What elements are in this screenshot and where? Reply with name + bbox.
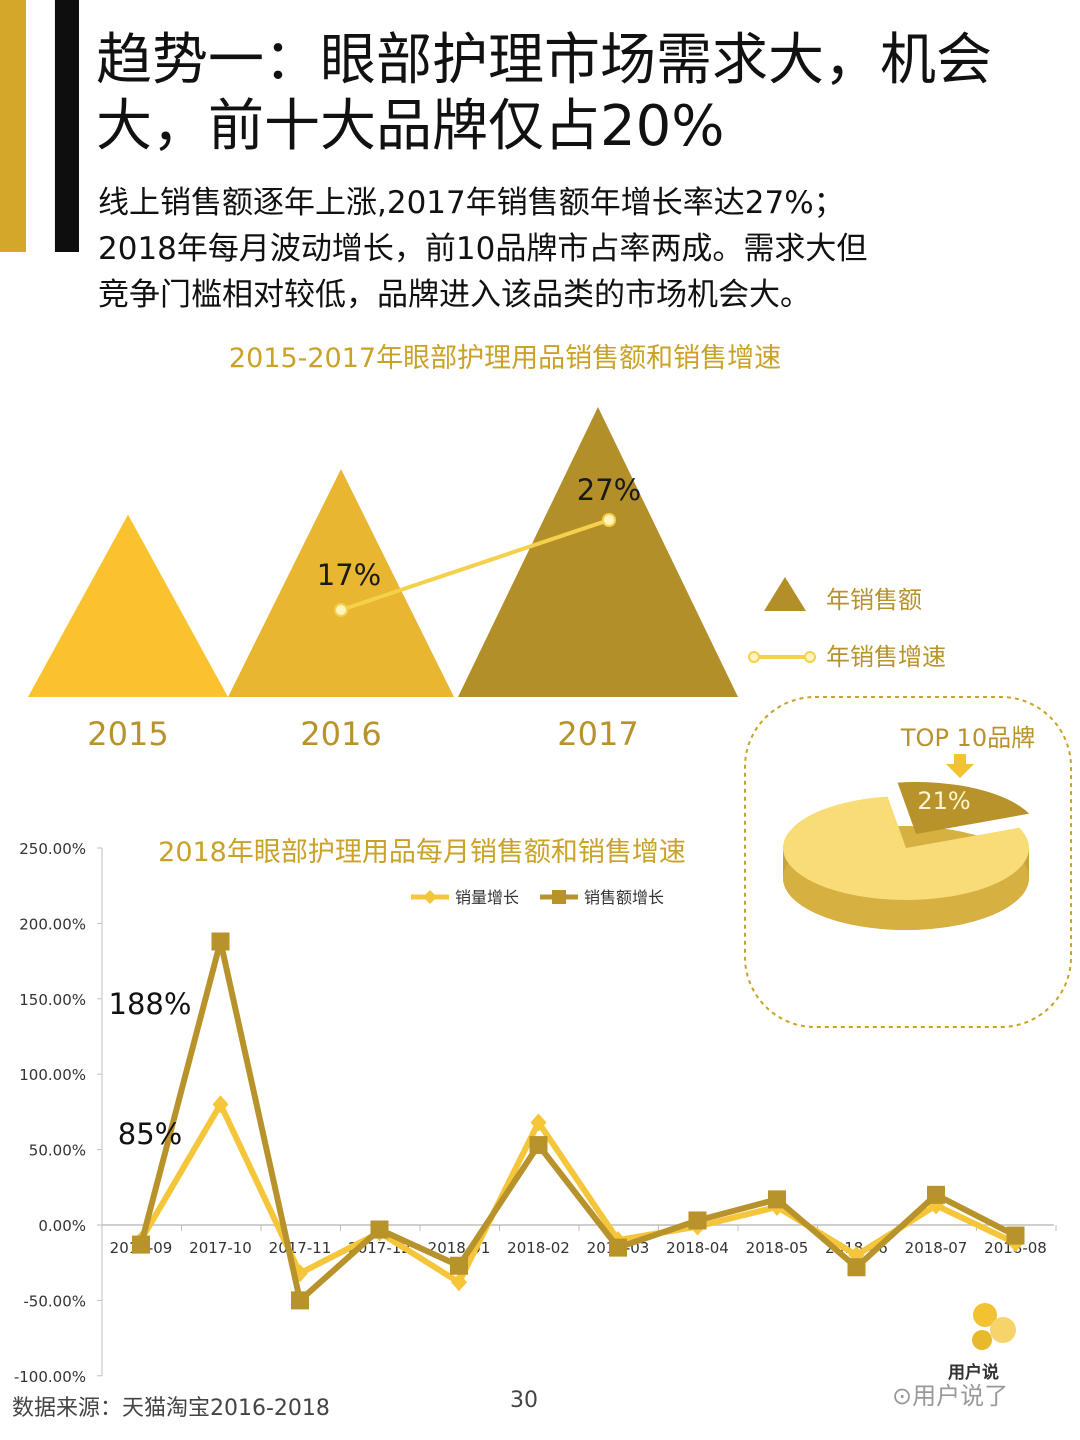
title-line-1: 趋势一：眼部护理市场需求大，机会 bbox=[96, 28, 992, 93]
sales-marker-2017-12 bbox=[370, 1220, 389, 1239]
accent-bar-white bbox=[26, 0, 55, 252]
legend-sales-label: 年销售额 bbox=[826, 586, 922, 614]
annotation-85: 85% bbox=[118, 1117, 182, 1151]
watermark-text: 用户说了 bbox=[912, 1382, 1009, 1410]
sales-marker-2017-09 bbox=[132, 1235, 150, 1254]
annual-chart-title: 2015-2017年眼部护理用品销售额和销售增速 bbox=[228, 343, 782, 374]
legend-growth-label: 年销售增速 bbox=[826, 643, 946, 671]
sales-marker-2018-02 bbox=[529, 1136, 548, 1155]
y-tick-label: -50.00% bbox=[23, 1292, 86, 1310]
y-tick-label: 200.00% bbox=[19, 915, 86, 933]
year-label-2015: 2015 bbox=[87, 715, 168, 753]
sales-marker-2018-07 bbox=[927, 1185, 945, 1204]
y-tick-label: 50.00% bbox=[29, 1142, 86, 1160]
y-tick-label: 250.00% bbox=[19, 840, 86, 858]
x-tick-label: 2018-04 bbox=[666, 1239, 729, 1257]
legend-volume-marker bbox=[423, 890, 437, 904]
x-tick-label: 2017-11 bbox=[269, 1239, 332, 1257]
sales-triangle-2015 bbox=[28, 514, 228, 697]
year-label-2017: 2017 bbox=[557, 715, 638, 753]
sales-marker-2018-06 bbox=[847, 1258, 866, 1277]
legend-triangle-icon bbox=[764, 577, 806, 611]
legend-sales-marker bbox=[552, 890, 566, 904]
sales-marker-2018-03 bbox=[609, 1238, 627, 1257]
legend-sales-label-2: 销售额增长 bbox=[584, 888, 664, 907]
y-tick-label: 150.00% bbox=[19, 991, 86, 1009]
sales-marker-2018-01 bbox=[450, 1256, 468, 1275]
growth-line bbox=[340, 518, 610, 612]
brand-logo-icon-2 bbox=[990, 1317, 1016, 1343]
brand-logo-icon bbox=[973, 1303, 997, 1327]
legend-line-dot-left bbox=[748, 651, 760, 663]
top10-title: TOP 10品牌 bbox=[900, 724, 1035, 752]
down-arrow-icon bbox=[946, 754, 974, 778]
subtitle-line-3: 竞争门槛相对较低，品牌进入该品类的市场机会大。 bbox=[98, 277, 811, 313]
sales-marker-2018-05 bbox=[768, 1190, 786, 1209]
top10-panel-border bbox=[744, 696, 1072, 1028]
y-tick-label: 0.00% bbox=[38, 1217, 86, 1235]
page-title: 趋势一：眼部护理市场需求大，机会 大，前十大品牌仅占20% bbox=[96, 28, 1056, 160]
accent-bar-black bbox=[55, 0, 79, 252]
series-line-sales bbox=[138, 938, 1017, 1304]
y-tick-label: 100.00% bbox=[19, 1066, 86, 1084]
subtitle-line-2: 2018年每月波动增长，前10品牌市占率两成。需求大但 bbox=[98, 231, 868, 267]
x-tick-label: 2018-02 bbox=[507, 1239, 570, 1257]
legend-volume-label: 销量增长 bbox=[455, 888, 519, 907]
growth-point-2016 bbox=[334, 603, 348, 617]
growth-label-2017: 27% bbox=[577, 473, 641, 507]
legend-line-dot-right bbox=[804, 651, 816, 663]
monthly-chart-title: 2018年眼部护理用品每月销售额和销售增速 bbox=[158, 837, 686, 868]
brand-logo-icon-3 bbox=[972, 1330, 992, 1350]
volume-marker-2018-01 bbox=[451, 1273, 467, 1292]
year-label-2016: 2016 bbox=[300, 715, 381, 753]
volume-marker-2017-10 bbox=[212, 1095, 229, 1114]
title-line-2: 大，前十大品牌仅占20% bbox=[96, 94, 725, 159]
wechat-watermark: ⊙用户说了 bbox=[892, 1382, 1009, 1410]
growth-point-2017 bbox=[602, 513, 616, 527]
brand-logo-text: 用户说 bbox=[948, 1363, 999, 1383]
volume-marker-2018-02 bbox=[530, 1113, 547, 1132]
annotation-188: 188% bbox=[109, 987, 192, 1021]
pie-label-top10: 21% bbox=[917, 787, 970, 815]
pie-slice-others bbox=[782, 796, 1029, 901]
page-subtitle: 线上销售额逐年上涨,2017年销售额年增长率达27%； 2018年每月波动增长，… bbox=[98, 180, 1058, 318]
growth-label-2016: 17% bbox=[317, 558, 381, 592]
x-tick-label: 2017-10 bbox=[189, 1239, 252, 1257]
x-tick-label: 2018-07 bbox=[905, 1239, 968, 1257]
y-tick-label: -100.00% bbox=[14, 1368, 86, 1386]
sales-marker-2018-04 bbox=[688, 1211, 707, 1230]
x-tick-label: 2018-05 bbox=[746, 1239, 809, 1257]
subtitle-line-1: 线上销售额逐年上涨,2017年销售额年增长率达27%； bbox=[98, 185, 845, 221]
sales-marker-2017-11 bbox=[291, 1291, 309, 1310]
data-source: 数据来源：天猫淘宝2016-2018 bbox=[12, 1396, 330, 1421]
pie-slice-top10 bbox=[897, 782, 1030, 834]
sales-marker-2017-10 bbox=[211, 932, 230, 951]
sales-triangle-2016 bbox=[228, 469, 454, 697]
sales-triangle-2017 bbox=[458, 407, 738, 697]
page-number: 30 bbox=[510, 1388, 538, 1413]
accent-bar-gold bbox=[0, 0, 26, 252]
sales-marker-2018-08 bbox=[1006, 1226, 1025, 1245]
